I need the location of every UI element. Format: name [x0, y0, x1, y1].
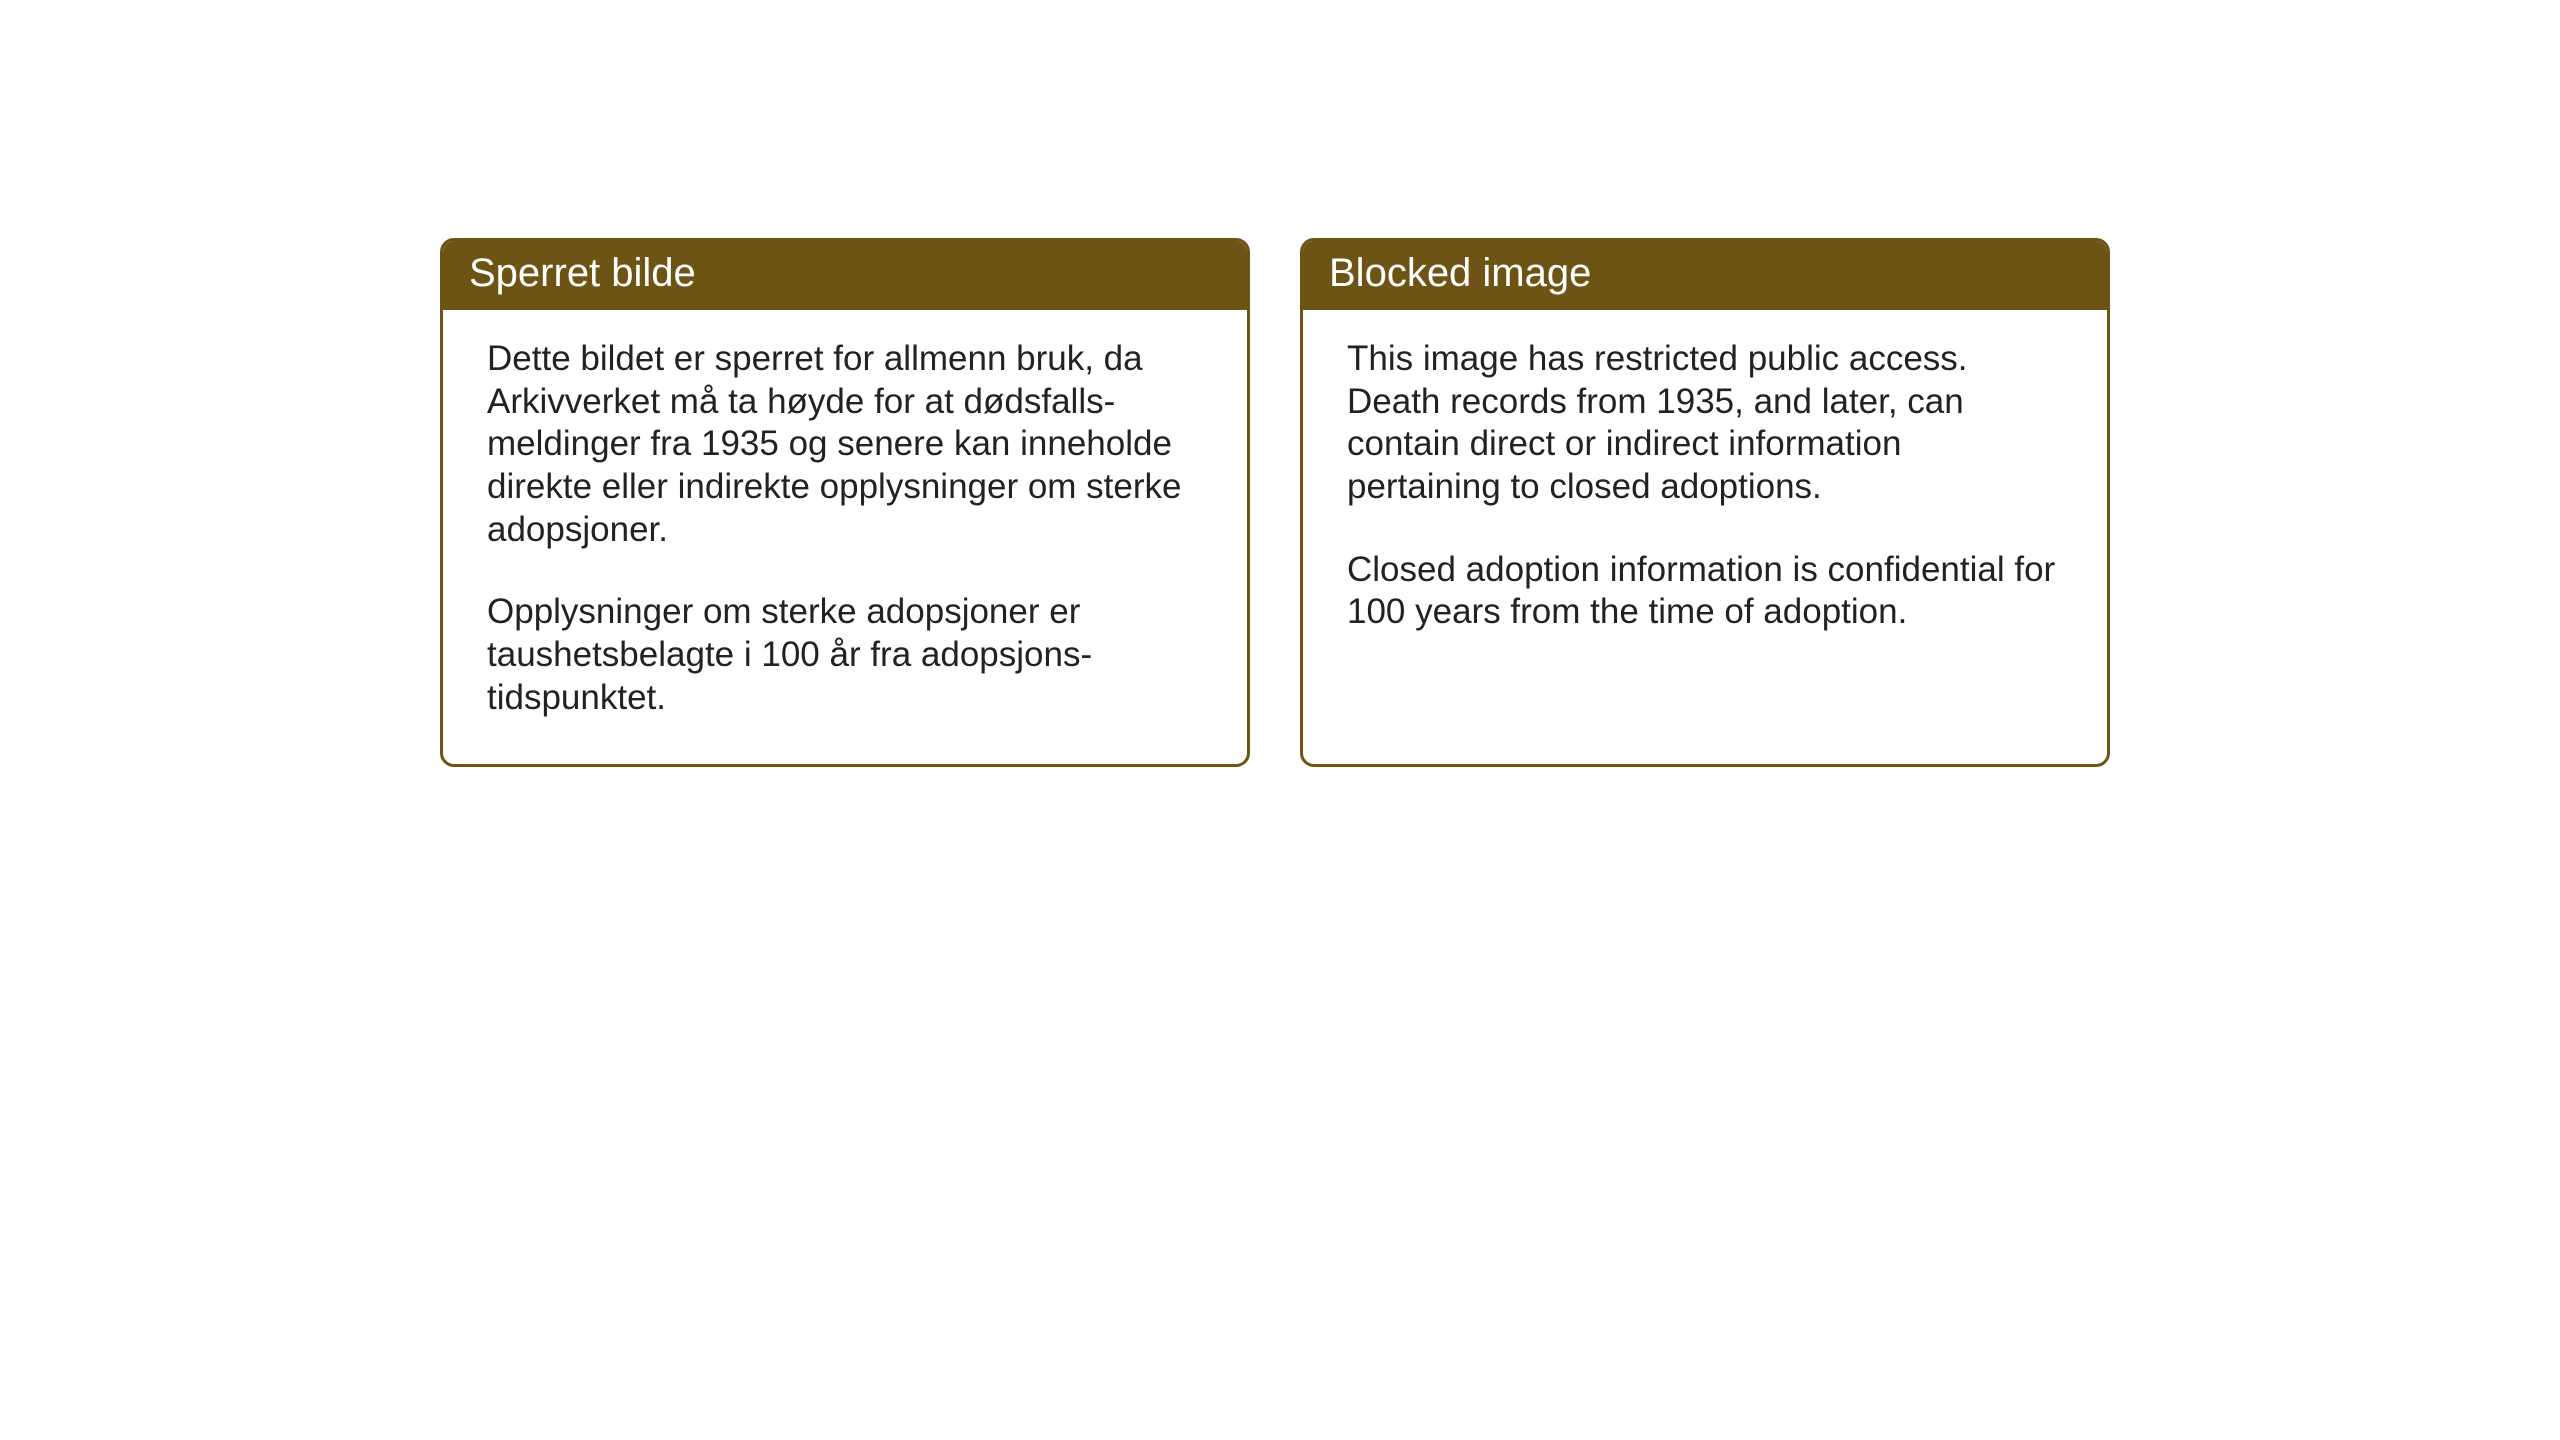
cards-container: Sperret bilde Dette bildet er sperret fo… — [440, 238, 2110, 767]
card-header-norwegian: Sperret bilde — [443, 241, 1247, 310]
card-title-norwegian: Sperret bilde — [469, 251, 696, 295]
card-header-english: Blocked image — [1303, 241, 2107, 310]
card-body-english: This image has restricted public access.… — [1303, 310, 2107, 678]
card-paragraph-2-norwegian: Opplysninger om sterke adopsjoner er tau… — [487, 591, 1203, 719]
card-paragraph-2-english: Closed adoption information is confident… — [1347, 549, 2063, 634]
card-paragraph-1-english: This image has restricted public access.… — [1347, 338, 2063, 509]
card-paragraph-1-norwegian: Dette bildet er sperret for allmenn bruk… — [487, 338, 1203, 551]
card-norwegian: Sperret bilde Dette bildet er sperret fo… — [440, 238, 1250, 767]
card-english: Blocked image This image has restricted … — [1300, 238, 2110, 767]
card-body-norwegian: Dette bildet er sperret for allmenn bruk… — [443, 310, 1247, 764]
card-title-english: Blocked image — [1329, 251, 1591, 295]
